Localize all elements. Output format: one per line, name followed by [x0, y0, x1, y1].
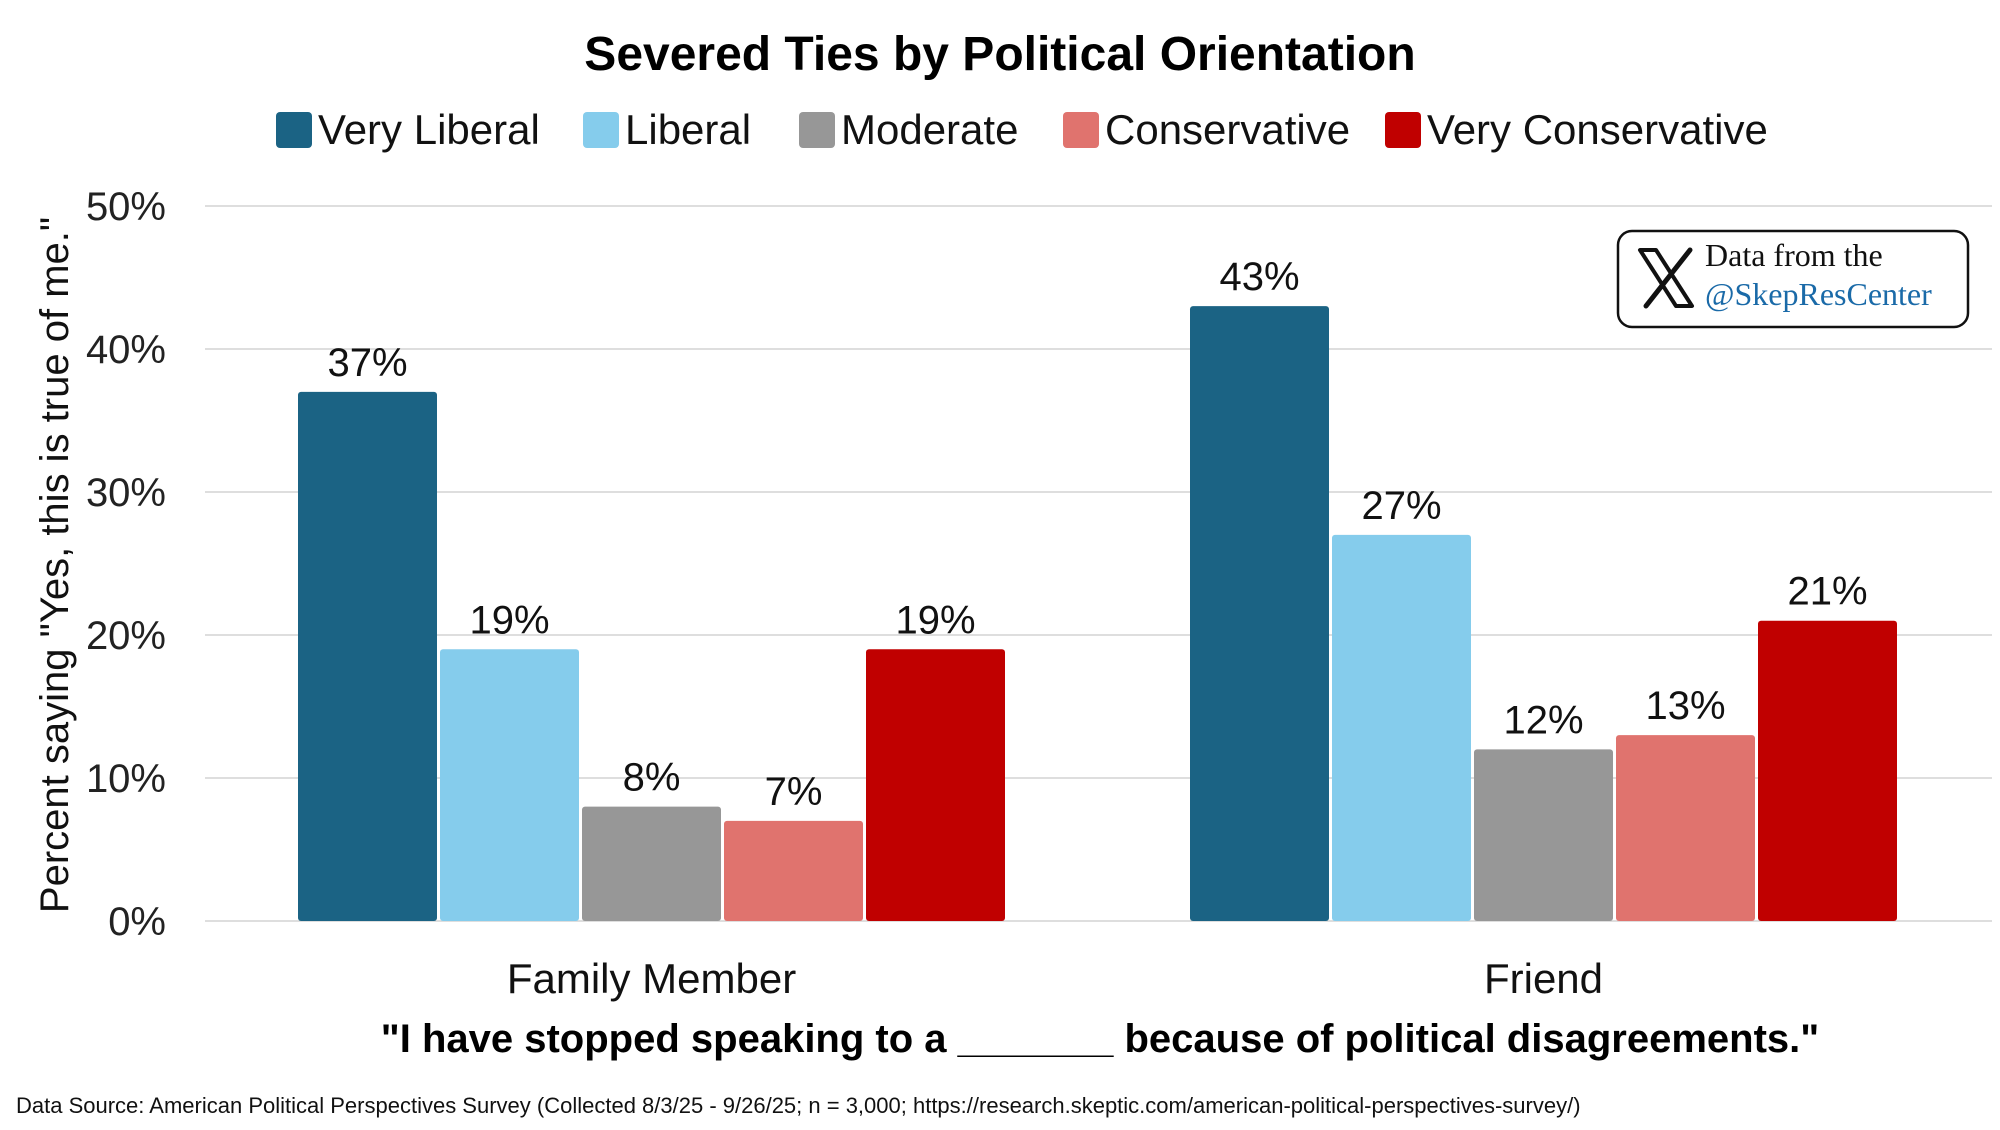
chart-title: Severed Ties by Political Orientation: [584, 28, 1415, 81]
x-axis-label: "I have stopped speaking to a _______ be…: [381, 1017, 1819, 1061]
bar: [1616, 735, 1755, 921]
bar: [298, 391, 437, 921]
data-labels: 37% 19% 8% 7% 19% 43% 27% 12% 13% 21%: [327, 255, 1867, 814]
bar: [866, 649, 1005, 921]
legend-label: Liberal: [625, 106, 751, 153]
category-labels: Family Member Friend: [507, 955, 1603, 1002]
y-axis-label: Percent saying "Yes, this is true of me.…: [33, 217, 77, 913]
y-tick-label: 40%: [86, 328, 166, 372]
legend-label: Conservative: [1105, 106, 1350, 153]
bar: [1474, 749, 1613, 921]
legend-item: Conservative: [1063, 106, 1350, 153]
data-label: 27%: [1361, 484, 1441, 528]
legend: Very Liberal Liberal Moderate Conservative V…: [276, 106, 1768, 153]
x-logo-icon: [1638, 247, 1694, 309]
data-label: 7%: [765, 770, 823, 814]
data-label: 21%: [1787, 570, 1867, 614]
y-tick-label: 0%: [108, 900, 166, 944]
category-label: Friend: [1484, 955, 1603, 1002]
data-label: 43%: [1219, 255, 1299, 299]
bar: [1758, 620, 1897, 921]
data-label: 13%: [1645, 684, 1725, 728]
bars: [298, 306, 1897, 922]
data-label: 12%: [1503, 698, 1583, 742]
legend-swatch: [1063, 112, 1099, 148]
bar: [582, 806, 721, 921]
legend-label: Very Liberal: [318, 106, 540, 153]
legend-label: Moderate: [841, 106, 1018, 153]
category-label: Family Member: [507, 955, 796, 1002]
y-axis-ticks: 0% 10% 20% 30% 40% 50%: [86, 185, 166, 944]
legend-item: Very Liberal: [276, 106, 540, 153]
legend-swatch: [583, 112, 619, 148]
legend-item: Liberal: [583, 106, 751, 153]
bar: [724, 820, 863, 921]
badge-handle: @SkepResCenter: [1705, 276, 1932, 312]
data-attribution-badge: Data from the @SkepResCenter: [1616, 229, 1970, 329]
y-tick-label: 30%: [86, 471, 166, 515]
y-tick-label: 50%: [86, 185, 166, 229]
data-label: 19%: [469, 598, 549, 642]
data-source-note: Data Source: American Political Perspect…: [16, 1093, 1581, 1118]
bar: [1190, 306, 1329, 922]
data-label: 37%: [327, 341, 407, 385]
legend-swatch: [799, 112, 835, 148]
bar: [440, 649, 579, 921]
legend-swatch: [276, 112, 312, 148]
legend-item: Moderate: [799, 106, 1018, 153]
legend-item: Very Conservative: [1385, 106, 1768, 153]
y-tick-label: 20%: [86, 614, 166, 658]
y-tick-label: 10%: [86, 757, 166, 801]
badge-line-1: Data from the: [1705, 237, 1883, 273]
legend-label: Very Conservative: [1427, 106, 1768, 153]
bar: [1332, 534, 1471, 921]
data-label: 8%: [623, 756, 681, 800]
legend-swatch: [1385, 112, 1421, 148]
data-label: 19%: [895, 598, 975, 642]
